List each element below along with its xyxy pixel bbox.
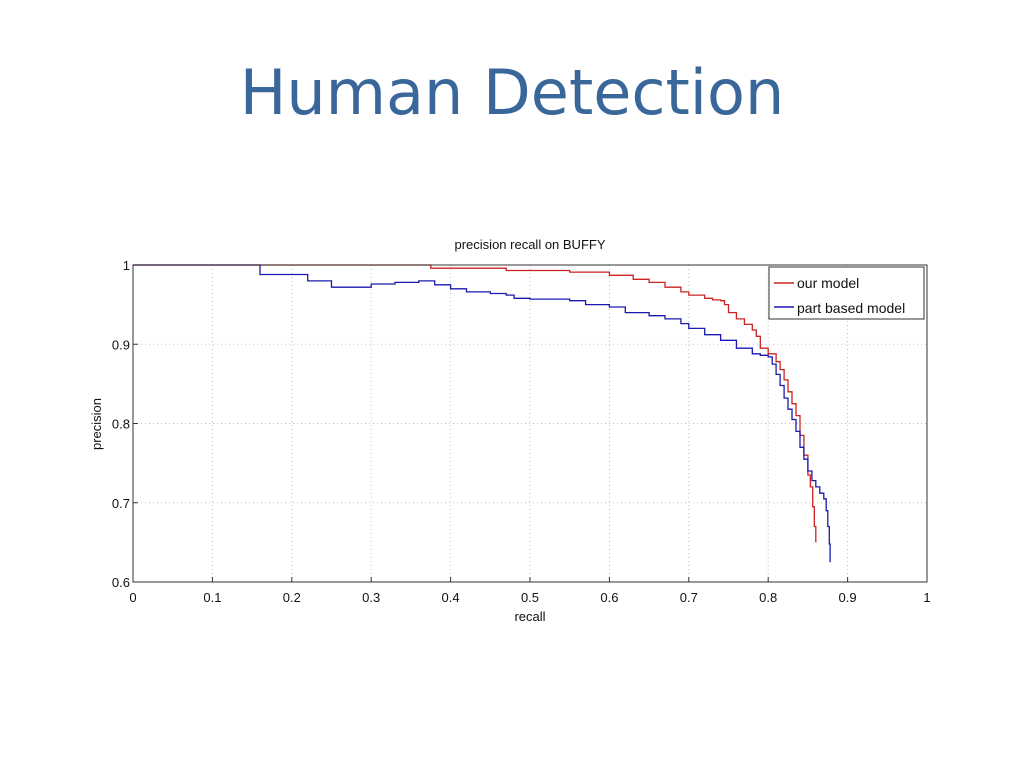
y-tick-label: 1 <box>123 258 130 273</box>
x-tick-label: 0.2 <box>283 590 301 605</box>
x-tick-label: 0.8 <box>759 590 777 605</box>
x-tick-label: 0.7 <box>680 590 698 605</box>
series-layer <box>133 264 831 563</box>
x-tick-label: 0.5 <box>521 590 539 605</box>
slide-title: Human Detection <box>239 56 785 129</box>
x-axis-label: recall <box>514 609 545 624</box>
tick-labels: 0 0.1 0.2 0.3 0.4 0.5 0.6 0.7 0.8 0.9 1 0.6 0.7 0.8 0.… <box>112 258 931 605</box>
legend-label-part-based-model: part based model <box>797 300 905 316</box>
y-tick-label: 0.8 <box>112 417 130 432</box>
x-tick-label: 0 <box>129 590 136 605</box>
legend-box <box>768 266 925 320</box>
y-tick-label: 0.7 <box>112 496 130 511</box>
x-tick-label: 0.1 <box>203 590 221 605</box>
series-line-our-model <box>133 264 817 543</box>
x-tick-label: 0.3 <box>362 590 380 605</box>
x-tick-label: 0.4 <box>442 590 460 605</box>
chart-title: precision recall on BUFFY <box>455 237 606 252</box>
y-axis-label: precision <box>89 398 104 450</box>
y-tick-label: 0.9 <box>112 337 130 352</box>
x-tick-label: 1 <box>923 590 930 605</box>
series-line-part-based-model <box>133 264 831 563</box>
legend: our model part based model <box>768 266 925 320</box>
x-tick-label: 0.6 <box>600 590 618 605</box>
x-tick-label: 0.9 <box>839 590 857 605</box>
legend-label-our-model: our model <box>797 275 859 291</box>
y-tick-label: 0.6 <box>112 575 130 590</box>
